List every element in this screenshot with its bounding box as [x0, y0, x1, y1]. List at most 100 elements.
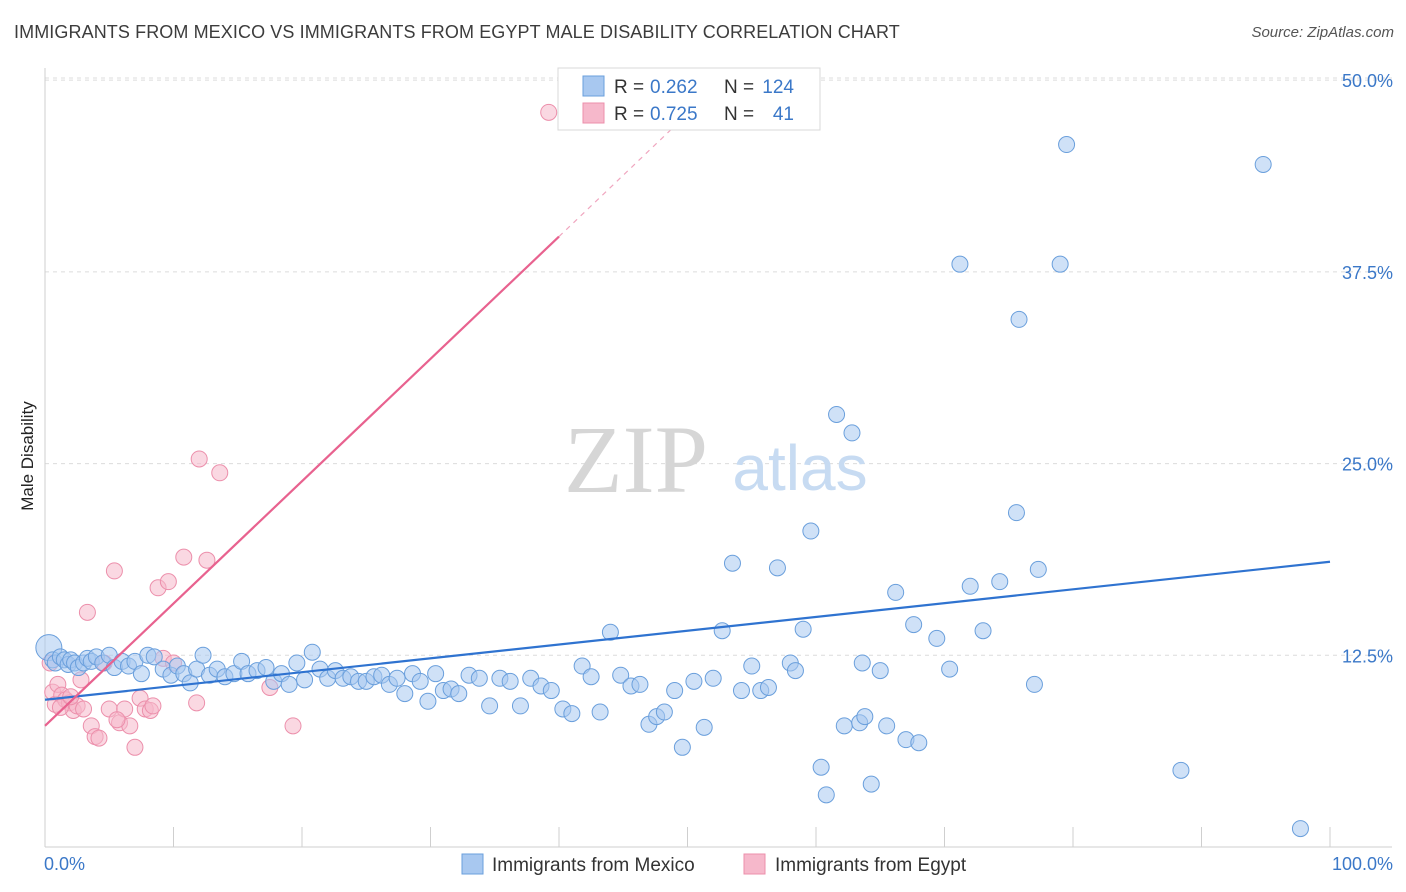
tick-labels: 12.5% 25.0% 37.5% 50.0% 0.0% 100.0% — [44, 71, 1393, 874]
mexico-point — [817, 786, 835, 804]
mexico-point — [828, 405, 846, 423]
mexico-point — [723, 554, 741, 572]
mexico-point — [450, 685, 468, 703]
mexico-point — [887, 583, 905, 601]
egypt-trend-line — [44, 235, 560, 727]
mexico-point — [1025, 675, 1043, 693]
mexico-point — [1254, 155, 1272, 173]
mexico-point — [732, 682, 750, 700]
mexico-point — [411, 672, 429, 690]
egypt-point — [159, 573, 177, 591]
bottom-legend-mexico-swatch — [461, 853, 484, 875]
chart-title: IMMIGRANTS FROM MEXICO VS IMMIGRANTS FRO… — [14, 22, 900, 42]
mexico-point — [194, 646, 212, 664]
legend-mexico-n-value: 124 — [762, 77, 794, 98]
mexico-point — [862, 775, 880, 793]
legend-egypt-r-label: R = — [614, 104, 644, 125]
egypt-point — [175, 548, 193, 566]
egypt-point — [126, 738, 144, 756]
y-tick-label: 12.5% — [1342, 646, 1393, 666]
mexico-point — [542, 682, 560, 700]
bottom-legend-mexico-label: Immigrants from Mexico — [492, 855, 695, 876]
axes — [44, 68, 1392, 848]
mexico-point — [655, 703, 673, 721]
mexico-point — [280, 675, 298, 693]
mexico-point — [1010, 310, 1028, 328]
trend-lines — [44, 125, 1331, 727]
mexico-point — [1291, 820, 1309, 838]
mexico-point — [685, 672, 703, 690]
mexico-point — [1007, 504, 1025, 522]
mexico-point — [812, 758, 830, 776]
egypt-point — [51, 698, 69, 716]
legend-egypt-swatch — [582, 102, 605, 124]
egypt-point — [198, 551, 216, 569]
mexico-point — [666, 682, 684, 700]
mexico-trend-line — [44, 560, 1331, 701]
mexico-point — [582, 668, 600, 686]
source-label: Source: ZipAtlas.com — [1251, 24, 1394, 41]
legend-mexico-n-label: N = — [724, 77, 754, 98]
mexico-point — [673, 738, 691, 756]
mexico-point — [951, 255, 969, 273]
mexico-point — [132, 665, 150, 683]
mexico-point — [303, 643, 321, 661]
mexico-point — [501, 672, 519, 690]
mexico-point — [601, 623, 619, 641]
mexico-point — [145, 648, 163, 666]
watermark-zip: ZIP — [564, 406, 708, 513]
legend-egypt-n-value: 41 — [773, 104, 794, 125]
egypt-point — [190, 450, 208, 468]
egypt-point — [75, 700, 93, 718]
mexico-point — [388, 669, 406, 687]
watermark-atlas: atlas — [732, 432, 867, 504]
mexico-point — [612, 666, 630, 684]
legend-egypt-r-value: 0.725 — [650, 104, 698, 125]
bottom-legend-egypt-label: Immigrants from Egypt — [775, 855, 967, 876]
y-tick-label: 50.0% — [1342, 71, 1393, 91]
x-tick-label: 0.0% — [44, 854, 85, 874]
mexico-point — [591, 703, 609, 721]
egypt-point — [90, 729, 108, 747]
mexico-point — [786, 662, 804, 680]
mexico-point — [288, 654, 306, 672]
mexico-point — [743, 657, 761, 675]
mexico-point — [853, 654, 871, 672]
mexico-point — [941, 660, 959, 678]
egypt-point — [105, 562, 123, 580]
mexico-point — [695, 718, 713, 736]
egypt-point — [78, 603, 96, 621]
mexico-point — [871, 662, 889, 680]
mexico-point — [1051, 255, 1069, 273]
mexico-point — [419, 692, 437, 710]
mexico-point — [768, 559, 786, 577]
mexico-point — [631, 675, 649, 693]
mexico-point — [759, 678, 777, 696]
mexico-points — [35, 136, 1309, 838]
y-tick-label: 37.5% — [1342, 263, 1393, 283]
mexico-point — [961, 577, 979, 595]
mexico-point — [835, 717, 853, 735]
mexico-point — [1172, 761, 1190, 779]
mexico-point — [794, 620, 812, 638]
mexico-point — [296, 671, 314, 689]
bottom-legend-egypt-swatch — [743, 853, 766, 875]
mexico-point — [704, 669, 722, 687]
egypt-point — [211, 464, 229, 482]
mexico-point — [843, 424, 861, 442]
mexico-point — [991, 573, 1009, 591]
legend-mexico-r-label: R = — [614, 77, 644, 98]
mexico-point — [856, 708, 874, 726]
mexico-point — [713, 622, 731, 640]
mexico-point — [974, 622, 992, 640]
mexico-point — [511, 697, 529, 715]
mexico-point — [928, 629, 946, 647]
egypt-point — [108, 711, 126, 729]
mexico-point — [905, 616, 923, 634]
gridlines — [45, 77, 1392, 656]
egypt-point — [188, 694, 206, 712]
mexico-point — [1029, 560, 1047, 578]
x-tick-label: 100.0% — [1332, 854, 1393, 874]
mexico-point — [878, 717, 896, 735]
